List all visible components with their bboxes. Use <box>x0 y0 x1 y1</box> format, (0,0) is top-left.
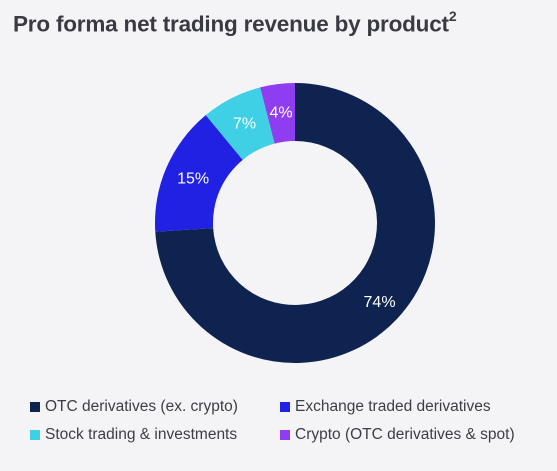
legend-item-crypto: Crypto (OTC derivatives & spot) <box>280 426 550 444</box>
legend-label: Crypto (OTC derivatives & spot) <box>295 426 515 443</box>
chart-title: Pro forma net trading revenue by product… <box>13 8 457 38</box>
legend-label: Stock trading & investments <box>45 426 238 443</box>
donut-chart: 74% 15% 7% 4% <box>155 83 436 363</box>
legend-label: Exchange traded derivatives <box>295 398 491 415</box>
legend-swatch <box>280 430 290 440</box>
donut-slice-crypto <box>260 83 295 144</box>
chart-title-text: Pro forma net trading revenue by product <box>13 11 449 37</box>
legend-label: OTC derivatives (ex. crypto) <box>45 398 238 415</box>
legend-swatch <box>30 402 40 412</box>
donut-slice-otc-derivatives <box>155 83 436 363</box>
chart-legend: OTC derivatives (ex. crypto) Exchange tr… <box>30 398 550 444</box>
slice-label-exchange-traded-derivatives: 15% <box>177 170 209 187</box>
legend-swatch <box>30 430 40 440</box>
slice-label-crypto: 4% <box>270 104 293 121</box>
donut-slice-exchange-traded-derivatives <box>155 115 243 232</box>
slice-label-stock-trading: 7% <box>233 116 256 133</box>
legend-item-stock-trading: Stock trading & investments <box>30 426 280 444</box>
legend-swatch <box>280 402 290 412</box>
title-footnote: 2 <box>448 8 457 24</box>
legend-item-exchange-traded-derivatives: Exchange traded derivatives <box>280 398 550 416</box>
slice-label-otc-derivatives: 74% <box>364 294 396 311</box>
legend-item-otc-derivatives: OTC derivatives (ex. crypto) <box>30 398 280 416</box>
donut-slice-stock-trading <box>205 87 275 160</box>
